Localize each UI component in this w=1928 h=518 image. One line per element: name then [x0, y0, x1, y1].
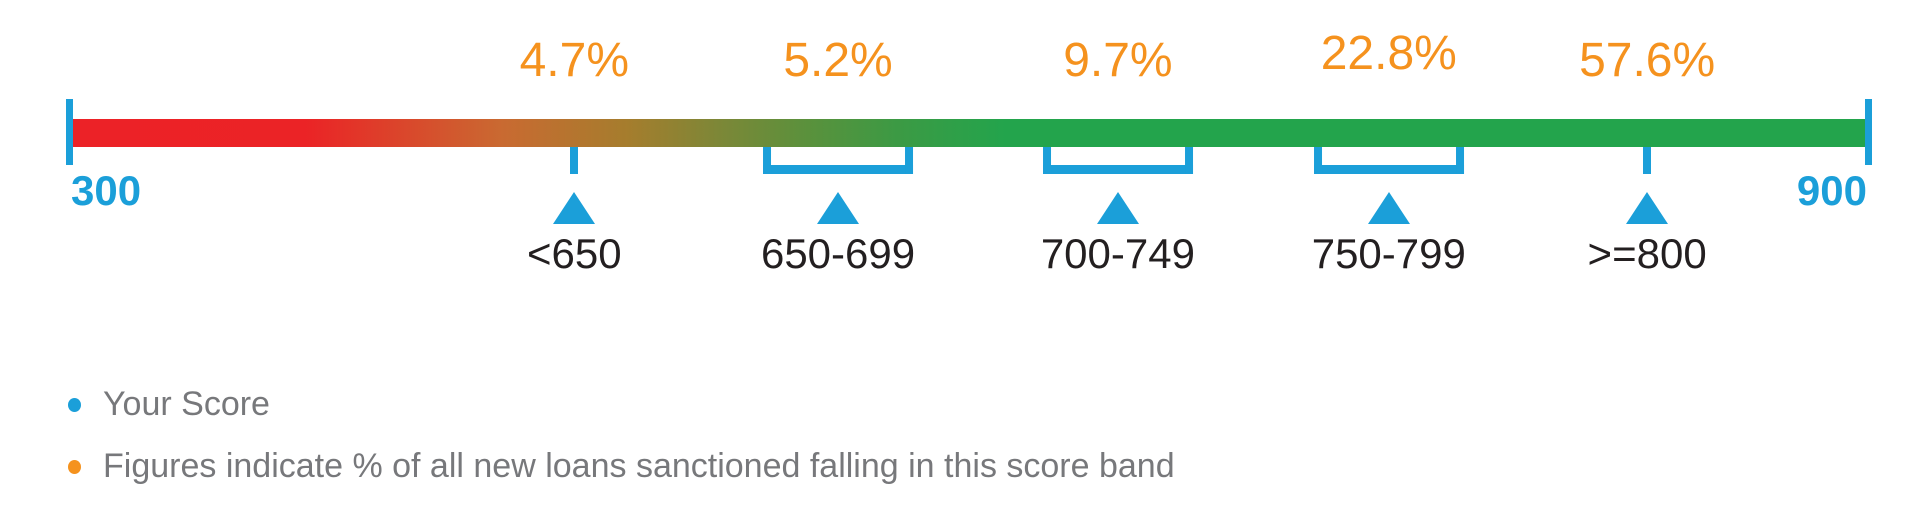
band-pointer-icon: [553, 192, 596, 224]
legend-item: Your Score: [68, 384, 1175, 425]
legend: Your Score Figures indicate % of all new …: [68, 384, 1175, 487]
band-share-label: 5.2%: [783, 34, 893, 87]
band-pointer-icon: [1367, 192, 1410, 224]
band-tick: [1643, 147, 1652, 174]
band-range-label: 750-799: [1311, 230, 1466, 277]
band-pointer-icon: [817, 192, 860, 224]
band-tick: [570, 147, 579, 174]
band-range-label: >=800: [1587, 230, 1707, 277]
legend-item: Figures indicate % of all new loans sanc…: [68, 446, 1175, 487]
scale-max-label: 900: [1796, 167, 1867, 214]
legend-label: Figures indicate % of all new loans sanc…: [103, 447, 1175, 485]
band-share-label: 9.7%: [1063, 34, 1173, 87]
legend-bullet-icon: [68, 459, 81, 474]
band-range-bracket: [763, 147, 914, 174]
band-range-label: 650-699: [760, 230, 916, 277]
score-gradient-bar: [72, 119, 1866, 147]
legend-label: Your Score: [103, 385, 270, 423]
scale-start-tick: [66, 99, 73, 165]
band-range-label: <650: [527, 230, 622, 277]
band-range-bracket: [1313, 147, 1464, 174]
band-share-label: 4.7%: [519, 34, 630, 87]
band-range-label: 700-749: [1040, 230, 1195, 277]
band-share-label: 22.8%: [1320, 27, 1457, 80]
legend-bullet-icon: [68, 397, 81, 412]
band-pointer-icon: [1096, 192, 1139, 224]
scale-end-tick: [1865, 99, 1872, 165]
band-range-bracket: [1042, 147, 1193, 174]
band-pointer-icon: [1626, 192, 1669, 224]
scale-min-label: 300: [71, 167, 142, 214]
band-share-label: 57.6%: [1579, 34, 1716, 87]
